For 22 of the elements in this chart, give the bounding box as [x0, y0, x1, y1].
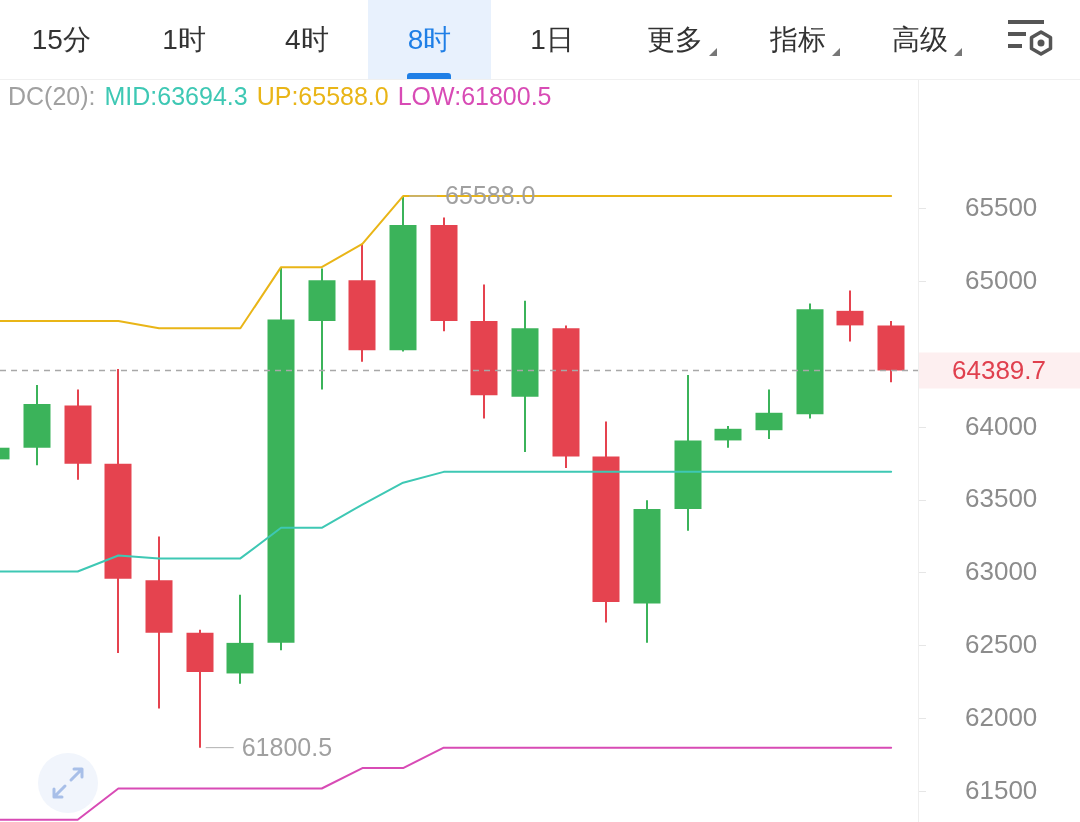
text: 15分 [31, 22, 91, 57]
y-tick-label: 64000 [965, 410, 1038, 441]
text: 8时 [407, 22, 452, 57]
text: LOW:61800.5 [397, 82, 552, 110]
legend-title: DC(20): [8, 82, 96, 110]
text: 更多 [646, 22, 703, 57]
y-tick-label: 62500 [965, 628, 1038, 659]
text: 1时 [162, 22, 206, 57]
text: 4时 [284, 22, 329, 57]
y-tick-label: 63000 [965, 556, 1038, 587]
y-tick-label: 61500 [965, 774, 1038, 805]
y-tick-label: 65500 [965, 192, 1038, 223]
text: 1日 [530, 22, 574, 57]
text: 高级 [892, 22, 949, 57]
text: 64389.7 [952, 354, 1046, 385]
text: MID:63694.3 [104, 82, 248, 110]
text: UP:65588.0 [256, 82, 389, 110]
text: 指标 [769, 22, 826, 57]
annotation: 61800.5 [241, 732, 333, 761]
y-tick-label: 62000 [965, 701, 1038, 732]
y-tick-label: 65000 [965, 264, 1038, 295]
y-tick-label: 63500 [965, 483, 1038, 514]
